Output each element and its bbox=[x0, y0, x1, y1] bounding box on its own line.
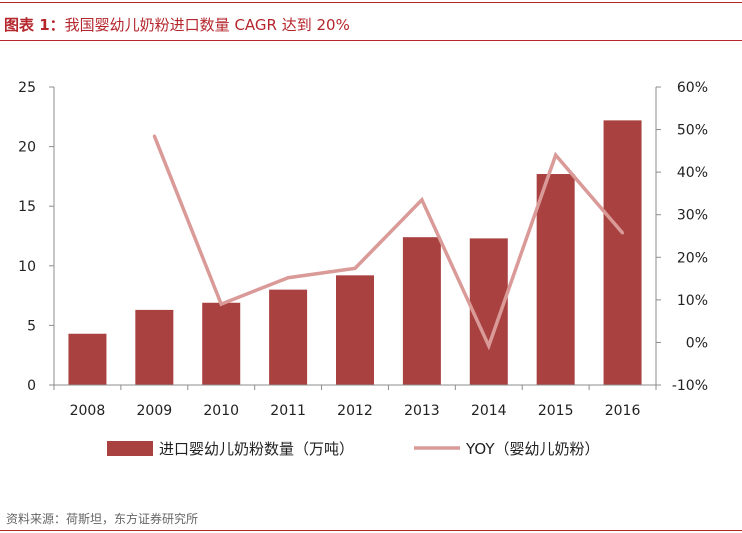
source-note: 资料来源：荷斯坦，东方证券研究所 bbox=[6, 512, 199, 526]
figure-title-main: 我国婴幼儿奶粉进口数量 CAGR 达到 20% bbox=[64, 16, 350, 34]
yoy-point-2013 bbox=[420, 198, 424, 202]
yoy-point-2015 bbox=[554, 153, 558, 157]
figure-title-prefix: 图表 1： bbox=[4, 16, 65, 34]
bar-2011 bbox=[269, 289, 308, 385]
y-right-tick-label: 30% bbox=[677, 208, 708, 224]
title-rule bbox=[0, 40, 742, 41]
legend-bar-swatch bbox=[107, 441, 153, 456]
yoy-line bbox=[152, 135, 624, 351]
y-right-tick-label: 60% bbox=[677, 80, 708, 96]
y-right-tick-label: 50% bbox=[677, 123, 708, 139]
yoy-point-2011 bbox=[286, 276, 290, 280]
top-rule bbox=[0, 2, 742, 3]
y-left-tick-label: 15 bbox=[18, 199, 36, 215]
x-tick-label: 2010 bbox=[203, 403, 239, 419]
bar-2010 bbox=[202, 302, 241, 385]
y-right-tick-label: 20% bbox=[677, 250, 708, 266]
bar-2009 bbox=[135, 309, 174, 385]
yoy-point-2016 bbox=[621, 231, 625, 235]
x-tick-label: 2016 bbox=[605, 403, 641, 419]
bar-2013 bbox=[402, 237, 441, 385]
y-right-tick-label: 40% bbox=[677, 165, 708, 181]
y-right-tick-label: 0% bbox=[686, 335, 708, 351]
bar-2008 bbox=[68, 333, 107, 385]
x-tick-label: 2008 bbox=[70, 403, 106, 419]
bar-2015 bbox=[536, 174, 575, 385]
y-left-tick-label: 20 bbox=[18, 140, 36, 156]
yoy-point-2014 bbox=[487, 344, 491, 348]
yoy-point-2010 bbox=[219, 302, 223, 306]
x-tick-label: 2015 bbox=[538, 403, 574, 419]
x-tick-label: 2014 bbox=[471, 403, 507, 419]
legend-bar-label: 进口婴幼儿奶粉数量（万吨） bbox=[159, 440, 354, 458]
y-left-tick-label: 0 bbox=[27, 378, 36, 394]
y-right-tick-label: 10% bbox=[677, 293, 708, 309]
x-tick-label: 2013 bbox=[404, 403, 440, 419]
x-tick-label: 2012 bbox=[337, 403, 373, 419]
y-left-tick-label: 10 bbox=[18, 259, 36, 275]
y-right-tick-label: -10% bbox=[672, 378, 708, 394]
figure-title: 图表 1：我国婴幼儿奶粉进口数量 CAGR 达到 20% bbox=[4, 14, 350, 35]
yoy-point-2009 bbox=[152, 134, 156, 138]
bottom-rule bbox=[0, 530, 742, 531]
y-left-tick-label: 5 bbox=[27, 318, 36, 334]
bar-2016 bbox=[603, 120, 642, 385]
y-left-tick-label: 25 bbox=[18, 80, 36, 96]
x-tick-label: 2009 bbox=[137, 403, 173, 419]
x-tick-label: 2011 bbox=[270, 403, 306, 419]
legend-line-label: YOY（婴幼儿奶粉） bbox=[465, 440, 600, 458]
yoy-point-2012 bbox=[353, 266, 357, 270]
bar-2012 bbox=[336, 275, 374, 385]
